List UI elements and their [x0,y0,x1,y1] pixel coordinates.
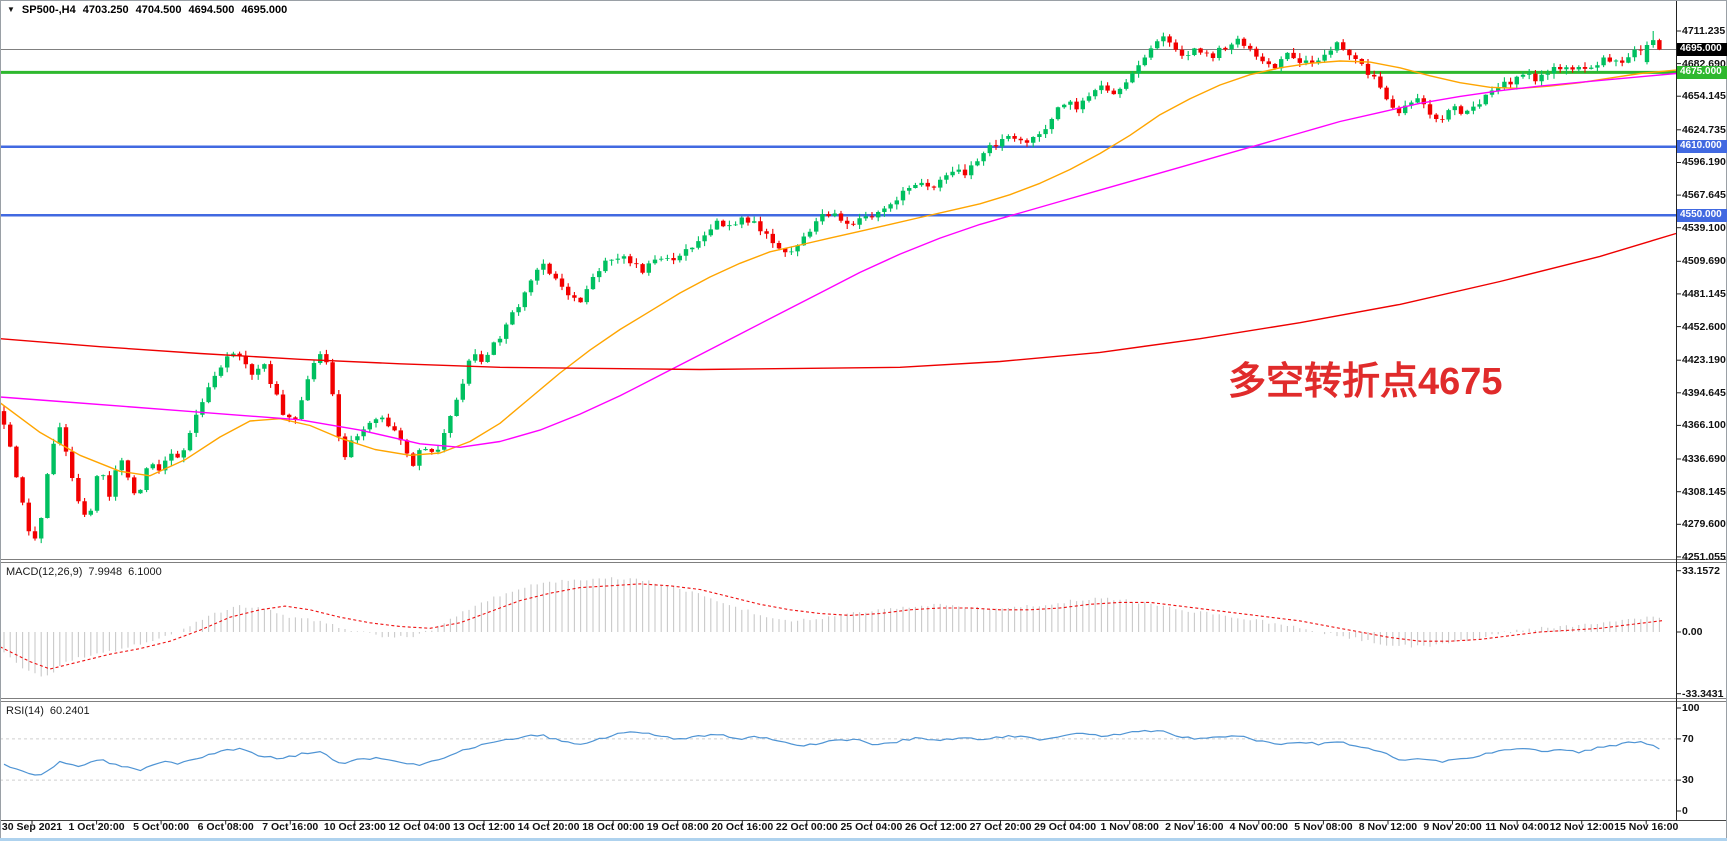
header-high: 4704.500 [135,4,182,16]
price-tick-label: 4539.100 [1682,221,1726,234]
macd-axis-label: -33.3431 [1682,687,1724,700]
price-tag: 4695.000 [1677,43,1727,57]
price-tick-label: 4509.690 [1682,255,1726,268]
price-tick-label: 4366.100 [1682,419,1726,432]
macd-name: MACD(12,26,9) [6,566,83,578]
time-tick-label: 4 Nov 00:00 [1229,821,1289,833]
time-tick-label: 29 Oct 04:00 [1034,821,1097,833]
bottom-edge-strip [0,838,1727,841]
time-tick-label: 25 Oct 04:00 [840,821,903,833]
time-tick-label: 15 Nov 16:00 [1614,821,1679,833]
annotation-text[interactable]: 多空转折点4675 [1228,361,1503,403]
time-tick-label: 8 Nov 12:00 [1358,821,1418,833]
time-tick-label: 5 Nov 08:00 [1294,821,1353,833]
header-open: 4703.250 [82,4,129,16]
rsi-axis-label: 30 [1682,774,1694,787]
price-tick-label: 4624.735 [1682,123,1726,136]
price-tick-label: 4279.600 [1682,518,1726,531]
price-tick-label: 4711.235 [1682,24,1726,37]
price-tick-label: 4394.645 [1682,386,1726,399]
time-tick-label: 18 Oct 00:00 [582,821,645,833]
price-tick-label: 4567.645 [1682,189,1726,202]
rsi-value: 60.2401 [49,705,90,717]
macd-axis-label: 33.1572 [1682,564,1720,577]
time-tick-label: 6 Oct 08:00 [197,821,254,833]
macd-axis-label: 0.00 [1682,626,1703,638]
price-tick-label: 4423.190 [1682,354,1726,367]
time-tick-label: 11 Nov 04:00 [1485,821,1549,833]
rsi-name: RSI(14) [6,705,44,717]
macd-indicator-label: MACD(12,26,9) 7.9948 6.1000 [6,566,162,578]
time-tick-label: 10 Oct 23:00 [323,821,386,833]
symbol-header[interactable]: ▼ SP500-,H4 4703.250 4704.500 4694.500 4695.0… [7,4,287,16]
price-tick-label: 4654.145 [1682,90,1726,103]
price-tag: 4675.000 [1677,65,1727,79]
time-tick-label: 2 Nov 16:00 [1165,821,1224,833]
symbol-dropdown-icon[interactable]: ▼ [7,5,15,14]
macd-value-signal: 6.1000 [128,566,162,578]
header-close: 4695.000 [241,4,288,16]
price-tag: 4610.000 [1677,140,1727,154]
time-tick-label: 19 Oct 08:00 [646,821,709,833]
rsi-axis-label: 70 [1682,732,1694,745]
price-tick-label: 4336.690 [1682,453,1726,466]
rsi-axis-label: 0 [1682,805,1688,817]
time-tick-label: 20 Oct 16:00 [711,821,774,833]
time-tick-label: 7 Oct 16:00 [262,821,319,833]
time-tick-label: 14 Oct 20:00 [517,821,580,833]
time-tick-label: 22 Oct 00:00 [775,821,838,833]
time-tick-label: 1 Oct 20:00 [68,821,125,833]
time-tick-label: 1 Nov 08:00 [1100,821,1159,833]
time-tick-label: 12 Nov 12:00 [1549,821,1614,833]
macd-value-main: 7.9948 [88,566,123,578]
price-tick-label: 4596.190 [1682,156,1726,169]
time-tick-label: 5 Oct 00:00 [133,821,190,833]
price-tick-label: 4251.055 [1682,550,1726,563]
time-tick-label: 12 Oct 04:00 [388,821,451,833]
price-tick-label: 4308.145 [1682,485,1726,498]
rsi-indicator-label: RSI(14) 60.2401 [6,705,90,717]
price-tick-label: 4452.600 [1682,320,1726,333]
symbol-title: SP500-,H4 [21,4,76,16]
time-tick-label: 9 Nov 20:00 [1423,821,1482,833]
price-tag: 4550.000 [1677,208,1727,222]
time-tick-label: 26 Oct 12:00 [905,821,967,833]
rsi-axis-label: 100 [1682,702,1700,714]
time-tick-label: 13 Oct 12:00 [453,821,515,833]
header-low: 4694.500 [188,4,235,16]
price-tick-label: 4481.145 [1682,287,1726,300]
time-tick-label: 27 Oct 20:00 [969,821,1032,833]
time-tick-label: 30 Sep 2021 [1,821,63,833]
